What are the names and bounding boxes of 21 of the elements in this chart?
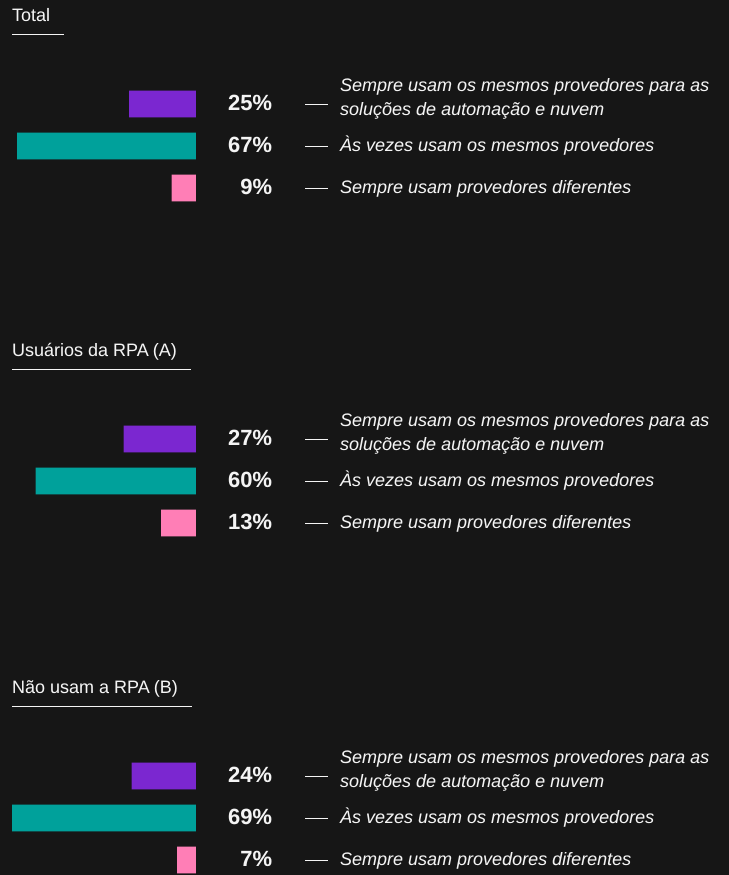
y-tick-label: Sempre usam os mesmos provedores para as soluções de automação e nuvem: [340, 75, 710, 119]
y-tick-label: Sempre usam provedores diferentes: [340, 849, 632, 869]
y-tick-label: Às vezes usam os mesmos provedores: [339, 807, 654, 827]
chart-title: Usuários da RPA (A): [12, 340, 191, 370]
chart-title: Total: [12, 5, 64, 35]
data-label: 67%: [228, 132, 272, 158]
y-tick-label: Sempre usam os mesmos provedores para as soluções de automação e nuvem: [340, 747, 710, 791]
data-label: 60%: [228, 467, 272, 492]
data-label: 13%: [228, 509, 272, 534]
y-tick-label: Sempre usam provedores diferentes: [340, 177, 632, 197]
data-label: 7%: [240, 846, 272, 872]
chart-title: Não usam a RPA (B): [12, 677, 192, 707]
data-label: 27%: [228, 425, 272, 450]
y-tick-label: Às vezes usam os mesmos provedores: [339, 135, 654, 155]
data-label: 25%: [228, 90, 272, 116]
data-label: 9%: [240, 174, 272, 200]
y-tick-label: Sempre usam os mesmos provedores para as soluções de automação e nuvem: [340, 410, 710, 454]
data-label: 69%: [228, 804, 272, 830]
data-label: 24%: [228, 762, 272, 788]
y-tick-label: Sempre usam provedores diferentes: [340, 512, 632, 532]
y-tick-label: Às vezes usam os mesmos provedores: [339, 470, 654, 490]
